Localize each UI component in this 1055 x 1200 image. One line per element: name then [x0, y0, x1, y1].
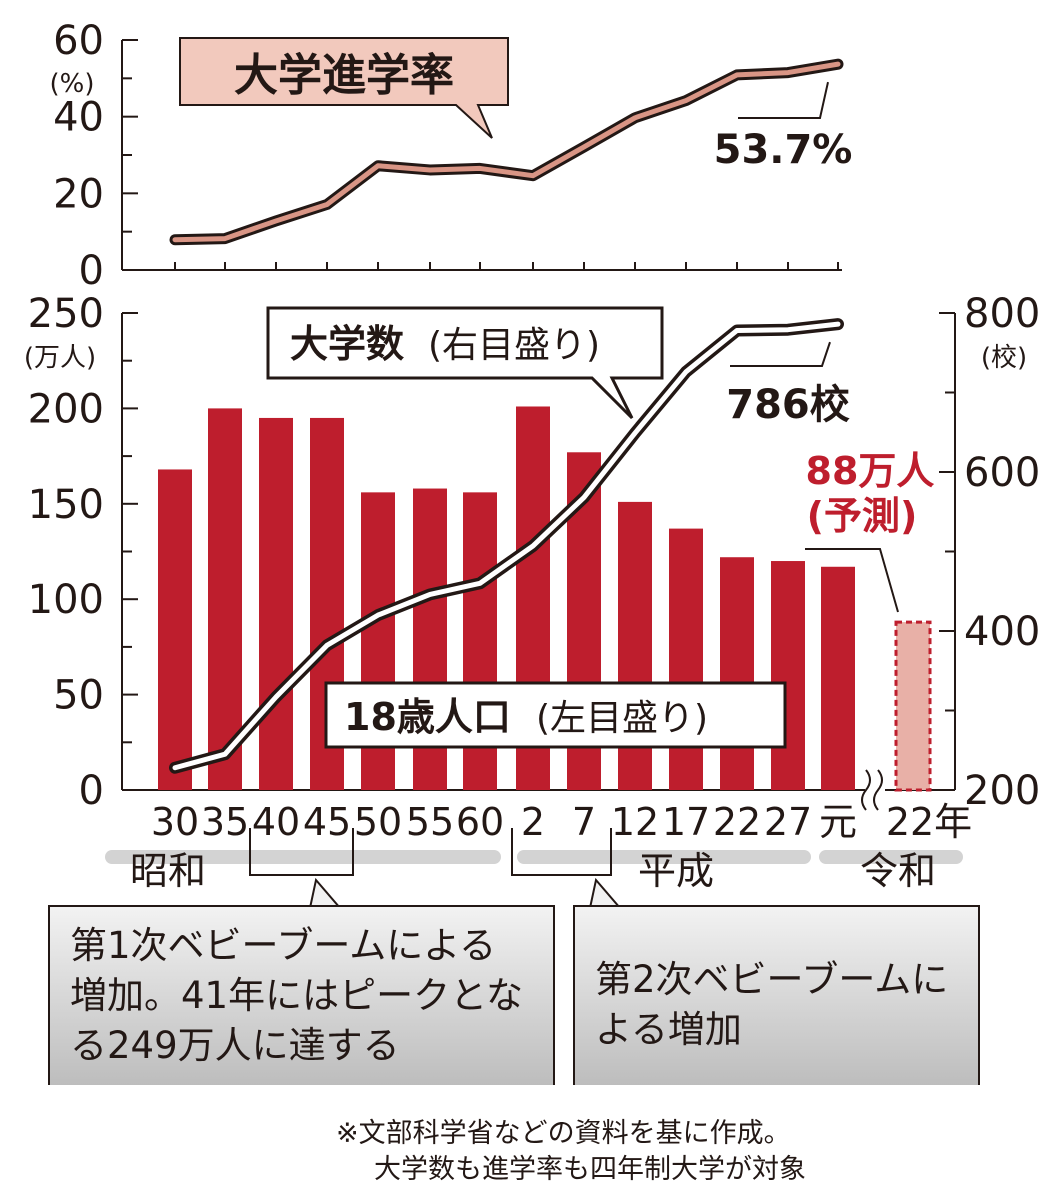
population-bar — [720, 557, 754, 790]
callout-first-text: 第1次ベビーブームによる増加。41年にはピークとなる249万人に達する — [70, 924, 523, 1067]
rate-y-tick-label: 60 — [53, 18, 104, 64]
pop-left-tick-label: 200 — [28, 386, 104, 432]
rate-y-tick-label: 0 — [79, 248, 104, 294]
callout-first-baby-boom: 第1次ベビーブームによる増加。41年にはピークとなる249万人に達する — [48, 905, 555, 1085]
x-tick-label: 45 — [303, 800, 351, 844]
forecast-bar — [894, 620, 932, 792]
pop-left-tick-label: 0 — [79, 768, 104, 814]
population-bar — [821, 566, 855, 790]
universities-label: 大学数 — [290, 322, 404, 366]
universities-label-box — [266, 306, 664, 420]
x-tick-label: 22年 — [886, 800, 972, 844]
population-bar — [158, 469, 192, 790]
era-band-showa — [105, 850, 501, 864]
forecast-label-note: (予測) — [807, 494, 918, 538]
population-label-box — [324, 681, 787, 749]
pop-left-tick-label: 150 — [28, 482, 104, 528]
x-tick-label: 40 — [252, 800, 300, 844]
axis-break-right — [873, 769, 883, 811]
population-bar — [669, 528, 703, 790]
rate-y-tick-label: 20 — [53, 171, 104, 217]
universities-end-leader — [730, 341, 831, 367]
x-tick-label: 27 — [764, 800, 812, 844]
universities-end-label: 786校 — [726, 382, 850, 428]
x-tick-label: 55 — [406, 800, 454, 844]
rate-y-tick-label: 40 — [53, 95, 104, 141]
axis-break-left — [861, 769, 871, 811]
callout-second-text: 第2次ベビーブームによる増加 — [595, 958, 949, 1051]
pop-right-tick-label: 400 — [964, 609, 1040, 655]
pop-left-tick-label: 250 — [28, 291, 104, 337]
rate-title: 大学進学率 — [234, 50, 454, 101]
x-tick-label: 17 — [662, 800, 710, 844]
callout-second-baby-boom: 第2次ベビーブームによる増加 — [573, 905, 980, 1085]
population-label-paren: (左目盛り) — [536, 698, 708, 739]
x-tick-label: 22 — [713, 800, 761, 844]
pop-right-unit: (校) — [981, 343, 1027, 373]
x-tick-label: 元 — [819, 800, 857, 844]
universities-line — [172, 321, 841, 771]
population-bar — [259, 417, 293, 790]
pop-right-tick-label: 800 — [964, 291, 1040, 337]
x-tick-label: 50 — [354, 800, 402, 844]
era-label-showa: 昭和 — [130, 849, 206, 893]
callout-second-pointer — [588, 877, 623, 909]
footnote-line-1: ※文部科学省などの資料を基に作成。 — [336, 1118, 791, 1149]
pop-right-tick-label: 200 — [964, 768, 1040, 814]
x-tick-label: 12 — [611, 800, 659, 844]
population-bar — [208, 408, 242, 790]
bracket-first-boom — [249, 828, 354, 876]
rate-y-unit: (%) — [50, 69, 95, 99]
rate-end-label: 53.7% — [714, 127, 853, 173]
x-tick-label: 7 — [572, 800, 596, 844]
bracket-second-boom — [511, 828, 612, 876]
x-tick-label: 60 — [456, 800, 504, 844]
rate-title-box — [179, 37, 509, 139]
rate-line — [172, 61, 841, 243]
pop-right-tick-label: 600 — [964, 450, 1040, 496]
x-tick-label: 30 — [151, 800, 199, 844]
x-tick-label: 35 — [201, 800, 249, 844]
era-label-heisei: 平成 — [638, 849, 714, 893]
universities-label-paren: (右目盛り) — [428, 325, 600, 366]
forecast-leader — [805, 548, 899, 613]
pop-left-unit: (万人) — [24, 343, 96, 373]
population-label: 18歳人口 — [344, 695, 511, 739]
x-tick-label: 2 — [521, 800, 545, 844]
callout-first-pointer — [308, 877, 343, 909]
pop-left-tick-label: 100 — [28, 577, 104, 623]
era-label-reiwa: 令和 — [860, 849, 936, 893]
population-bar — [771, 561, 805, 790]
era-band-reiwa — [819, 850, 963, 864]
footnote-line-2: 大学数も進学率も四年制大学が対象 — [374, 1154, 806, 1185]
pop-left-tick-label: 50 — [53, 673, 104, 719]
era-band-heisei — [517, 850, 811, 864]
rate-end-leader — [738, 81, 829, 119]
forecast-label-value: 88万人 — [806, 449, 935, 493]
